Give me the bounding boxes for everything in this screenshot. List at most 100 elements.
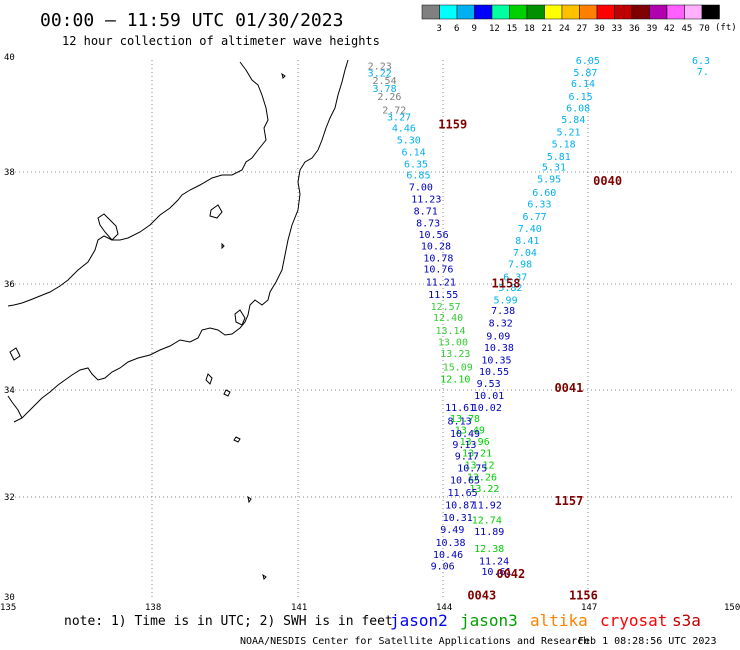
wave-height-value: 10.31 (443, 513, 473, 524)
timestamp: Feb 1 08:28:56 UTC 2023 (578, 636, 716, 647)
scale-tick: 42 (664, 24, 675, 34)
mission-s3a: s3a (672, 611, 701, 630)
pass-time-label: 0042 (496, 567, 525, 581)
wave-height-value: 13.22 (469, 484, 499, 495)
pass-time-label: 1159 (438, 118, 467, 132)
wave-height-value: 3.27 (387, 112, 411, 123)
wave-height-value: 9.49 (440, 525, 464, 536)
wave-height-value: 5.87 (573, 68, 597, 79)
wave-height-value: 5.95 (537, 174, 561, 185)
wave-height-value: 10.01 (474, 391, 504, 402)
mission-legend: jason2 jason3 altika cryosat s3a (390, 611, 701, 630)
wave-height-value: 9.53 (477, 379, 501, 390)
wave-height-value: 11.23 (411, 194, 441, 205)
lon-label: 141 (291, 603, 307, 613)
scale-swatch (526, 4, 545, 20)
wave-height-value: 8.13 (448, 416, 472, 427)
wave-height-value: 6.35 (404, 159, 428, 170)
color-scale: 3 6 9 12 15 18 21 24 27 30 33 36 39 42 45 70 (421, 4, 720, 34)
scale-tick: 27 (577, 24, 588, 34)
wave-height-value: 2.23 (368, 61, 392, 72)
wave-height-value: 13.21 (462, 449, 492, 460)
scale-tick: 6 (454, 24, 459, 34)
wave-height-value: 13.96 (460, 437, 490, 448)
lon-label: 147 (581, 603, 597, 613)
wave-height-value: 11.24 (479, 556, 509, 567)
scale-tick: 45 (682, 24, 693, 34)
wave-height-value: 7.98 (508, 259, 532, 270)
wave-height-value: 10.55 (479, 367, 509, 378)
wave-height-value: 10.65 (450, 476, 480, 487)
lat-label: 40 (4, 53, 15, 63)
wave-height-value: 5.99 (494, 295, 518, 306)
wave-height-value: 10.46 (433, 550, 463, 561)
scale-tick: 18 (524, 24, 535, 34)
pass-time-label: 1156 (569, 588, 598, 602)
scale-swatch (491, 4, 510, 20)
wave-height-value: 5.21 (556, 128, 580, 139)
scale-swatch (509, 4, 528, 20)
wave-height-value: 2.54 (373, 76, 397, 87)
wave-height-value: 13.78 (450, 414, 480, 425)
wave-height-value: 10.61 (481, 567, 511, 578)
wave-height-value: 13.26 (467, 472, 497, 483)
wave-height-value: 6.3 (692, 56, 710, 67)
lon-label: 135 (0, 603, 16, 613)
scale-swatch (456, 4, 475, 20)
wave-height-value: 10.28 (421, 242, 451, 253)
wave-height-value: 11.55 (428, 290, 458, 301)
mission-cryosat: cryosat (600, 611, 667, 630)
scale-tick: 9 (472, 24, 477, 34)
wave-height-value: 2.26 (377, 92, 401, 103)
wave-height-value: 12.74 (472, 515, 502, 526)
wave-height-value: 6.60 (532, 188, 556, 199)
wave-height-value: 11.61 (445, 403, 475, 414)
longitude-labels: 135 138 141 144 147 150 (0, 603, 740, 613)
wave-height-value: 5.81 (547, 152, 571, 163)
wave-height-value: 6.15 (569, 92, 593, 103)
scale-swatch (439, 4, 458, 20)
pass-time-label: 0043 (467, 588, 496, 602)
scale-tick: 12 (489, 24, 500, 34)
wave-height-value: 10.35 (481, 356, 511, 367)
lat-label: 38 (4, 168, 15, 178)
scale-tick: 15 (507, 24, 518, 34)
map-title: 00:00 – 11:59 UTC 01/30/2023 (40, 10, 343, 31)
wave-height-value: 4.46 (392, 123, 416, 134)
credit-line: NOAA/NESDIS Center for Satellite Applica… (240, 636, 589, 647)
wave-height-value: 7.40 (518, 224, 542, 235)
lat-label: 32 (4, 493, 15, 503)
scale-tick: 39 (647, 24, 658, 34)
wave-height-value: 5.30 (397, 136, 421, 147)
scale-tick: 3 (437, 24, 442, 34)
wave-height-value: 5.31 (542, 163, 566, 174)
wave-height-value: 10.49 (450, 429, 480, 440)
scale-swatch (649, 4, 668, 20)
wave-height-value: 11.65 (448, 488, 478, 499)
wave-height-value: 8.71 (414, 207, 438, 218)
wave-height-value: 11.89 (474, 527, 504, 538)
scale-tick: 36 (629, 24, 640, 34)
pass-time-label: 1158 (492, 276, 521, 290)
lon-label: 144 (436, 603, 452, 613)
mission-altika: altika (530, 611, 588, 630)
lat-lon-grid (7, 60, 733, 598)
wave-height-value: 10.75 (457, 463, 487, 474)
scale-swatch (474, 4, 493, 20)
lon-label: 150 (724, 603, 740, 613)
wave-height-value: 13.00 (438, 337, 468, 348)
wave-height-value: 13.12 (464, 461, 494, 472)
wave-height-value: 8.41 (515, 236, 539, 247)
wave-height-value: 12.57 (431, 302, 461, 313)
wave-height-value: 9.13 (452, 440, 476, 451)
wave-height-value: 6.08 (566, 103, 590, 114)
wave-height-tracks: 2.232.542.262.723.223.783.274.465.306.14… (368, 56, 710, 578)
coastline (7, 59, 349, 580)
wave-height-value: 6.77 (523, 212, 547, 223)
map-subtitle: 12 hour collection of altimeter wave hei… (62, 34, 380, 48)
pass-time-label: 0041 (554, 381, 583, 395)
wave-height-value: 6.14 (402, 147, 426, 158)
footer-note: note: 1) Time is in UTC; 2) SWH is in fe… (64, 614, 393, 629)
wave-height-value: 8.73 (416, 218, 440, 229)
